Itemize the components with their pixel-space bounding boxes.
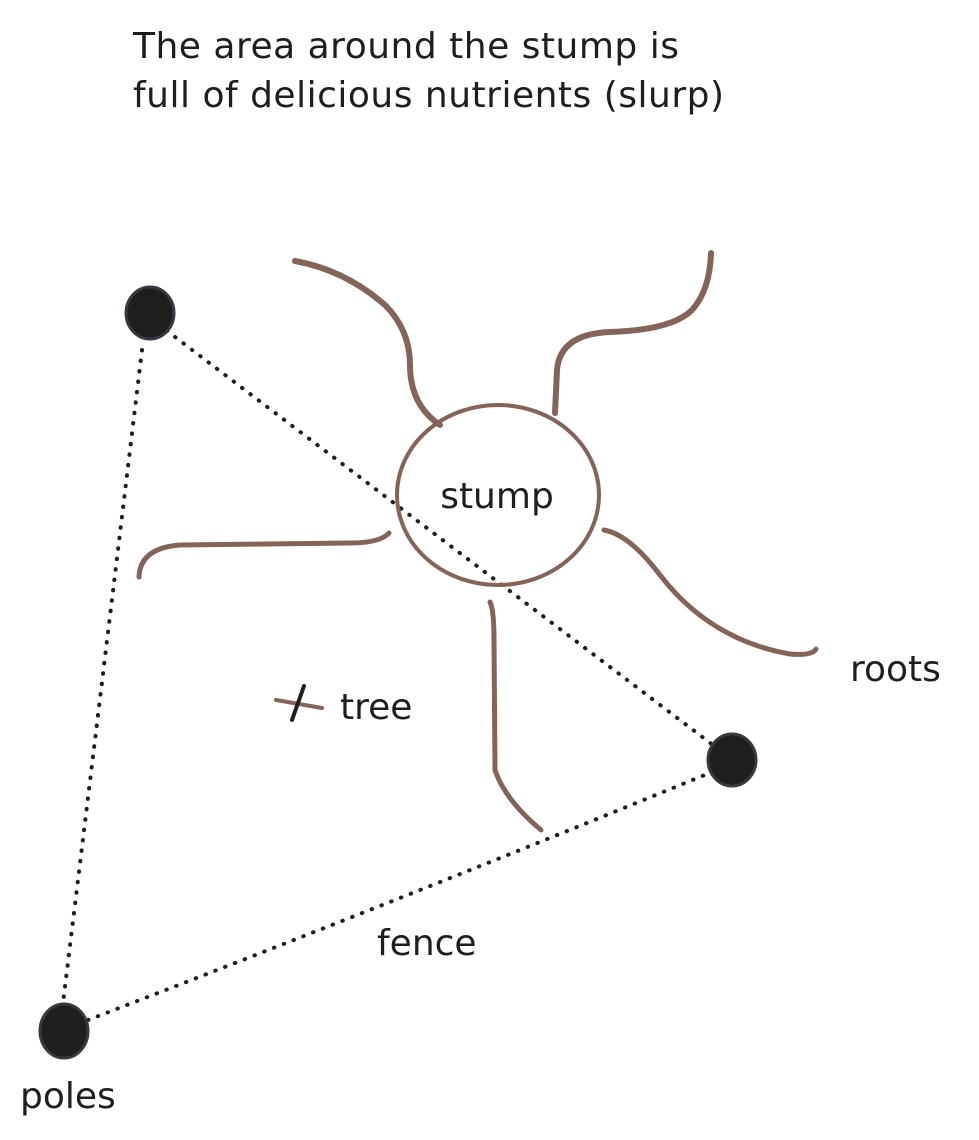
roots	[136, 250, 819, 833]
fence-label: fence	[377, 923, 477, 964]
poles-label: poles	[20, 1076, 116, 1117]
fence-segment-bottom-to-right	[86, 770, 714, 1022]
tree-label: tree	[340, 687, 412, 728]
pole-right	[706, 732, 758, 788]
fence-segment-top-to-right	[148, 316, 732, 760]
tree-marker	[274, 684, 324, 722]
pole-bottom-left	[38, 1002, 90, 1060]
fence	[61, 316, 732, 1022]
caption-line-2: full of delicious nutrients (slurp)	[133, 75, 725, 116]
root-left	[136, 530, 392, 580]
poles	[38, 285, 758, 1060]
fence-segment-top-to-bottom	[61, 348, 144, 1005]
caption-line-1: The area around the stump is	[132, 26, 679, 67]
root-bottom	[487, 599, 544, 833]
root-upper-left	[292, 258, 443, 428]
stump-label: stump	[440, 476, 554, 517]
root-right	[601, 527, 819, 657]
pole-top-left	[124, 285, 176, 341]
root-upper-right	[552, 250, 714, 416]
roots-label: roots	[850, 649, 941, 690]
stump-circle	[395, 403, 601, 587]
